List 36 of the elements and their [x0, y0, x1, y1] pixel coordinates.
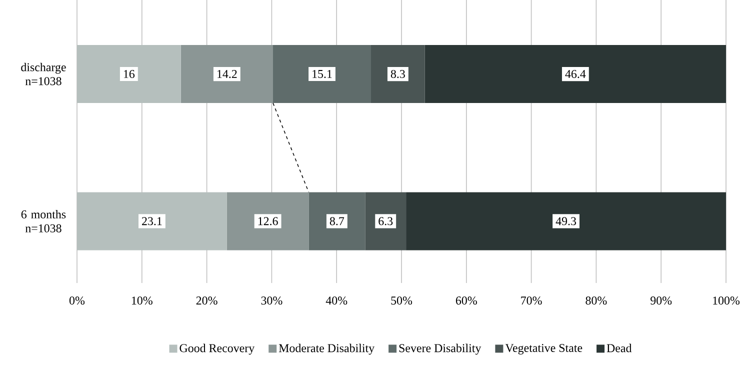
bar [180, 45, 273, 104]
bar [365, 192, 406, 250]
x-tick-label: 10% [132, 296, 152, 305]
bar [308, 192, 366, 250]
data-label: 14.2 [218, 70, 237, 78]
y-tick-label: discharge n=1038 [21, 62, 66, 86]
data-label: 8.7 [330, 217, 344, 226]
bar [273, 45, 371, 104]
x-tick-label: 20% [196, 296, 218, 305]
data-label: 16 [124, 70, 135, 78]
legend-label: Severe Disability [399, 344, 482, 355]
bar [371, 45, 425, 104]
y-tick-label: 6 months n=1038 [21, 210, 66, 232]
x-tick-label: 70% [521, 296, 542, 305]
legend-label: Good Recovery [180, 344, 255, 355]
data-label: 15.1 [312, 70, 332, 78]
x-tick-label: 60% [456, 296, 477, 305]
data-label: 12.6 [258, 217, 278, 226]
data-label: 8.3 [390, 70, 405, 78]
x-tick-label: 90% [650, 296, 672, 305]
legend-label: Moderate Disability [278, 344, 375, 355]
legend-label: Dead [606, 344, 632, 352]
bar [226, 192, 309, 250]
x-tick-label: 100% [713, 296, 740, 305]
bar [424, 45, 726, 104]
x-tick-label: 40% [326, 296, 348, 305]
x-tick-label: 50% [391, 296, 412, 305]
x-tick-label: 80% [586, 296, 607, 305]
x-tick-label: 0% [69, 296, 85, 305]
x-tick-label: 30% [261, 296, 282, 305]
bar [406, 192, 726, 250]
legend-label: Vegetative State [505, 344, 582, 354]
data-label: 6.3 [378, 217, 393, 226]
data-label: 46.4 [565, 70, 586, 78]
data-label: 49.3 [556, 217, 576, 226]
data-label: 23.1 [142, 217, 162, 226]
